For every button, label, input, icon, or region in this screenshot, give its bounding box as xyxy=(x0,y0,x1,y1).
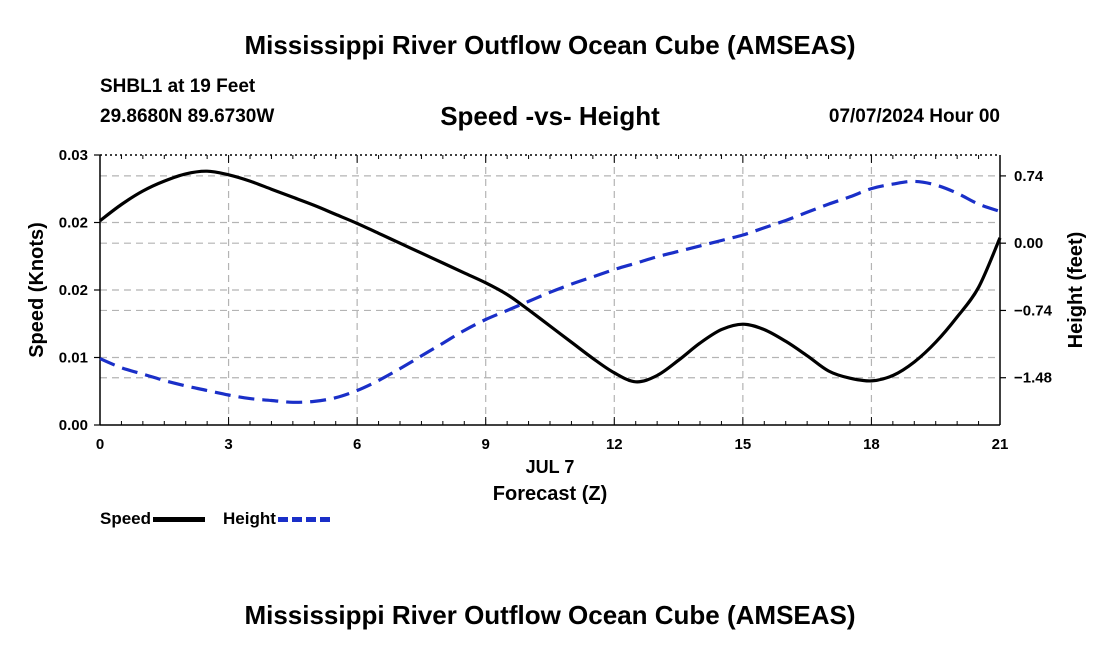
labels-layer: 0 3 6 9 12 15 18 21 0.00 0.01 0.02 0.02 0.03 −1.48 −0.… xyxy=(26,147,1087,453)
x-tick-label: 6 xyxy=(353,436,361,453)
x-tick-label: 18 xyxy=(863,436,880,453)
y-right-tick-label: 0.00 xyxy=(1014,235,1043,252)
y-left-tick-label: 0.00 xyxy=(59,417,88,434)
chart-subtitle-text: Speed -vs- Height xyxy=(440,101,660,131)
y-left-tick-label: 0.02 xyxy=(59,215,88,232)
chart-plot: 0 3 6 9 12 15 18 21 0.00 0.01 0.02 0.02 0.03 −1.48 −0.… xyxy=(26,147,1087,453)
x-tick-label: 9 xyxy=(482,436,490,453)
series-layer xyxy=(99,169,1002,404)
y-right-tick-label: 0.74 xyxy=(1014,168,1044,185)
x-tick-label: 3 xyxy=(224,436,232,453)
x-tick-label: 21 xyxy=(992,436,1009,453)
series-line-height xyxy=(99,179,1001,404)
footer-title: Mississippi River Outflow Ocean Cube (AM… xyxy=(244,600,856,630)
chart-subtitle: Speed -vs- Height xyxy=(0,101,1100,132)
legend-item-speed: Speed xyxy=(100,509,206,529)
chart-title: Mississippi River Outflow Ocean Cube (AM… xyxy=(244,30,856,60)
x-tick-label: 15 xyxy=(735,436,752,453)
x-date-label: JUL 7 xyxy=(525,457,575,477)
datetime-label: 07/07/2024 Hour 00 xyxy=(828,106,1000,127)
x-axis-label: Forecast (Z) xyxy=(492,483,608,505)
grid-layer xyxy=(100,155,1000,425)
x-tick-label: 12 xyxy=(606,436,623,453)
y-right-tick-label: −0.74 xyxy=(1014,302,1053,319)
y-right-tick-label: −1.48 xyxy=(1014,370,1052,387)
x-tick-label: 0 xyxy=(96,436,104,453)
axes-layer xyxy=(94,154,1006,426)
legend: Speed Height xyxy=(100,509,348,529)
y-left-tick-label: 0.02 xyxy=(59,282,88,299)
coordinates-label: 29.8680N 89.6730W xyxy=(100,106,275,127)
y-axis-label-left: Speed (Knots) xyxy=(26,222,48,358)
legend-item-height: Height xyxy=(223,509,330,529)
y-left-tick-label: 0.03 xyxy=(59,147,88,164)
series-line-speed xyxy=(99,169,1002,384)
legend-swatch-height xyxy=(277,516,330,522)
station-label: SHBL1 at 19 Feet xyxy=(100,76,256,97)
legend-label-height: Height xyxy=(223,509,276,528)
legend-swatch-speed xyxy=(153,516,206,522)
legend-label-speed: Speed xyxy=(100,509,152,528)
y-axis-label-right: Height (feet) xyxy=(1065,232,1087,349)
y-left-tick-label: 0.01 xyxy=(59,350,88,367)
